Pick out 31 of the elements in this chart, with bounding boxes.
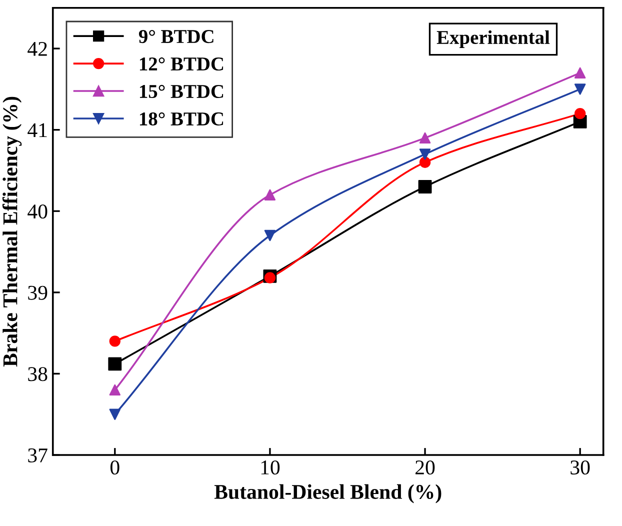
point xyxy=(264,272,276,284)
legend-label: 9° BTDC xyxy=(138,30,214,44)
y-tick-label: 40 xyxy=(28,204,48,219)
point xyxy=(574,84,586,95)
point xyxy=(419,156,431,168)
x-axis-title: Butanol-Diesel Blend (%) xyxy=(214,484,442,504)
point xyxy=(418,180,432,194)
y-tick-label: 37 xyxy=(28,448,48,462)
legend-label: 18° BTDC xyxy=(140,112,224,126)
x-tick-label: 30 xyxy=(570,460,590,475)
point xyxy=(108,357,122,371)
x-tick-label: 0 xyxy=(110,460,120,475)
point xyxy=(264,189,276,200)
point xyxy=(574,108,586,120)
y-tick-label: 38 xyxy=(28,367,48,382)
y-tick-label: 41 xyxy=(28,123,47,138)
legend-label: 15° BTDC xyxy=(140,84,224,98)
legend-label: 12° BTDC xyxy=(140,57,224,71)
y-tick-label: 39 xyxy=(28,286,48,300)
y-tick-label: 42 xyxy=(28,42,47,56)
annotation: Experimental xyxy=(436,30,550,48)
y-axis-title: Brake Thermal Efficiency (%) xyxy=(2,96,22,367)
point xyxy=(419,132,431,144)
x-tick-label: 10 xyxy=(261,460,280,475)
point xyxy=(264,230,276,242)
point xyxy=(109,408,120,420)
point xyxy=(109,384,120,396)
point xyxy=(574,67,586,79)
x-tick-label: 20 xyxy=(416,460,435,475)
point xyxy=(109,336,120,347)
point xyxy=(419,148,431,160)
